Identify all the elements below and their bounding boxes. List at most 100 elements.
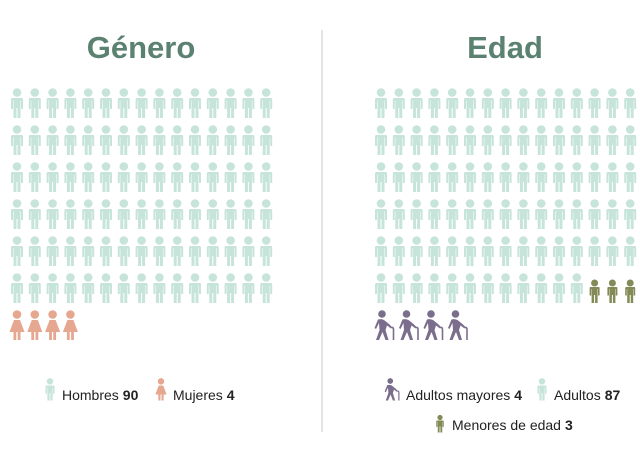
icon-head bbox=[83, 273, 93, 282]
legend-icon bbox=[384, 378, 400, 401]
icon-head bbox=[119, 273, 129, 282]
icon bbox=[171, 88, 184, 118]
icon-body bbox=[82, 172, 95, 192]
icon-head bbox=[83, 88, 93, 97]
icon bbox=[171, 125, 184, 155]
icon-body bbox=[64, 98, 77, 118]
icon bbox=[260, 236, 273, 266]
icon-body bbox=[64, 283, 77, 303]
icon-head bbox=[554, 236, 564, 245]
icon-body bbox=[517, 135, 530, 155]
icon bbox=[392, 236, 405, 266]
icon-head bbox=[412, 162, 421, 171]
icon bbox=[535, 162, 548, 192]
icon-body bbox=[64, 135, 77, 155]
icon-cane bbox=[415, 326, 419, 340]
icon bbox=[499, 273, 512, 303]
icon bbox=[624, 199, 637, 229]
icon-head bbox=[137, 236, 146, 245]
icon-head bbox=[244, 199, 253, 208]
icon-head bbox=[394, 88, 404, 97]
icon bbox=[446, 236, 459, 266]
icon bbox=[553, 236, 565, 266]
icon bbox=[206, 162, 219, 192]
icon bbox=[517, 273, 530, 303]
icon bbox=[553, 88, 565, 118]
icon-body bbox=[570, 172, 583, 192]
icon-body bbox=[570, 246, 583, 266]
icon bbox=[606, 162, 619, 192]
icon bbox=[64, 199, 77, 229]
icon-head bbox=[261, 273, 271, 282]
icon-body bbox=[45, 320, 61, 340]
icon-body bbox=[570, 98, 583, 118]
icon bbox=[82, 236, 95, 266]
icon-body bbox=[135, 283, 148, 303]
icon bbox=[46, 125, 59, 155]
icon bbox=[153, 199, 166, 229]
icon-head bbox=[536, 162, 546, 171]
icon-head bbox=[519, 236, 528, 245]
icon-body bbox=[464, 246, 476, 266]
icon-body bbox=[624, 172, 637, 192]
icon bbox=[410, 88, 423, 118]
icon bbox=[117, 236, 130, 266]
icon-body bbox=[464, 283, 476, 303]
icon bbox=[28, 162, 41, 192]
icon-body bbox=[46, 135, 59, 155]
icon-body bbox=[399, 319, 417, 340]
icon bbox=[260, 162, 273, 192]
icon-head bbox=[483, 125, 493, 134]
icon-body bbox=[11, 209, 23, 229]
legend-label: Menores de edad 3 bbox=[452, 417, 573, 433]
icon-body bbox=[100, 246, 112, 266]
icon-body bbox=[499, 135, 512, 155]
icon-body bbox=[28, 283, 41, 303]
icon-body bbox=[481, 246, 494, 266]
chart-title: Género bbox=[87, 30, 196, 65]
icon bbox=[100, 199, 112, 229]
legend-icon bbox=[537, 378, 547, 401]
icon-head bbox=[48, 273, 57, 282]
icon bbox=[242, 199, 255, 229]
icon bbox=[153, 88, 166, 118]
icon-body bbox=[553, 246, 565, 266]
icon-body bbox=[189, 135, 201, 155]
icon bbox=[82, 199, 95, 229]
icon-head bbox=[261, 162, 271, 171]
icon bbox=[517, 199, 530, 229]
icon-head bbox=[501, 162, 510, 171]
icon-head bbox=[572, 125, 582, 134]
icon-head bbox=[226, 162, 235, 171]
icon bbox=[46, 88, 59, 118]
icon-body bbox=[499, 98, 512, 118]
icon-body bbox=[189, 172, 201, 192]
icon bbox=[224, 125, 237, 155]
icon bbox=[392, 199, 405, 229]
icon-head bbox=[119, 199, 129, 208]
icon-body bbox=[28, 172, 41, 192]
icon bbox=[45, 310, 61, 340]
icon-head bbox=[190, 236, 200, 245]
icon-body bbox=[553, 98, 565, 118]
icon-body bbox=[46, 209, 59, 229]
icon-head bbox=[66, 273, 75, 282]
icon-head bbox=[465, 162, 475, 171]
icon-body bbox=[624, 135, 637, 155]
icon bbox=[423, 310, 444, 340]
icon bbox=[535, 236, 548, 266]
icon-head bbox=[572, 236, 582, 245]
icon bbox=[28, 199, 41, 229]
icon-head bbox=[155, 236, 164, 245]
icon-head bbox=[430, 88, 439, 97]
icon-body bbox=[11, 98, 23, 118]
icon-head bbox=[554, 88, 564, 97]
icon-head bbox=[226, 236, 235, 245]
icon-head bbox=[12, 162, 22, 171]
icon bbox=[481, 273, 494, 303]
icon-head bbox=[226, 273, 235, 282]
icon-head bbox=[226, 125, 235, 134]
icon-head bbox=[519, 88, 528, 97]
icon-body bbox=[410, 135, 423, 155]
icon-head bbox=[465, 125, 475, 134]
